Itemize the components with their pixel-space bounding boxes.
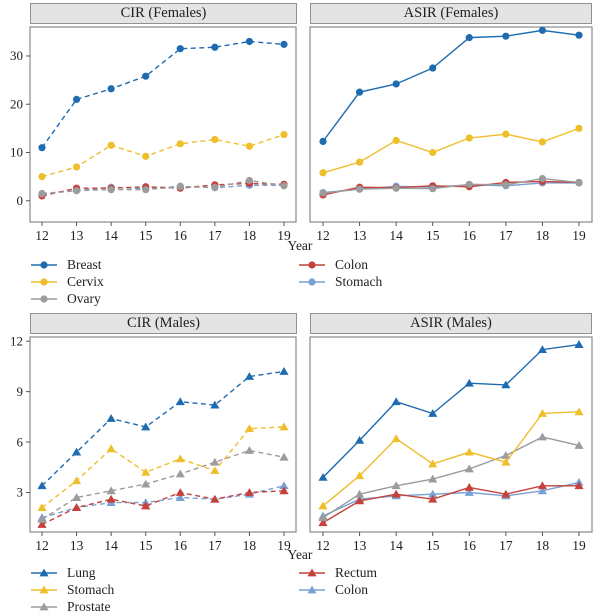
svg-text:12: 12 <box>316 538 330 553</box>
svg-text:12: 12 <box>35 228 49 243</box>
legend-item-breast: Breast <box>30 256 104 273</box>
svg-text:18: 18 <box>536 538 550 553</box>
svg-text:18: 18 <box>243 538 257 553</box>
svg-text:14: 14 <box>104 538 118 553</box>
legend-item-lung: Lung <box>30 564 114 581</box>
legend-item-stomach: Stomach <box>30 581 114 598</box>
panel-title-asir-males: ASIR (Males) <box>310 313 592 334</box>
legend-label: Lung <box>67 564 96 580</box>
legend-item-colon: Colon <box>298 581 377 598</box>
svg-text:19: 19 <box>277 538 291 553</box>
svg-text:9: 9 <box>17 384 24 399</box>
svg-text:15: 15 <box>139 228 153 243</box>
panel-title-cir-females: CIR (Females) <box>30 3 297 24</box>
legend-item-prostate: Prostate <box>30 598 114 615</box>
svg-text:16: 16 <box>174 228 188 243</box>
legend-item-cervix: Cervix <box>30 273 104 290</box>
legend-label: Ovary <box>67 290 101 306</box>
svg-text:17: 17 <box>499 538 513 553</box>
svg-text:17: 17 <box>208 538 222 553</box>
legend-column: Lung Stomach Prostate <box>30 564 114 615</box>
svg-text:15: 15 <box>139 538 153 553</box>
chart-cir-males: 3 6 9 12 12 13 14 15 16 17 18 19 <box>10 333 297 553</box>
svg-text:14: 14 <box>389 228 403 243</box>
svg-text:20: 20 <box>10 96 23 111</box>
circle-legend-marker-icon <box>31 277 57 286</box>
legend-label: Colon <box>335 256 369 272</box>
legend-item-rectum: Rectum <box>298 564 377 581</box>
svg-text:13: 13 <box>70 228 84 243</box>
svg-text:15: 15 <box>426 538 440 553</box>
triangle-legend-marker-icon <box>31 585 57 593</box>
triangle-legend-marker-icon <box>299 585 325 593</box>
panel-title-asir-females: ASIR (Females) <box>310 3 592 24</box>
svg-text:19: 19 <box>572 228 586 243</box>
svg-text:10: 10 <box>10 145 23 160</box>
svg-text:0: 0 <box>17 193 24 208</box>
triangle-legend-marker-icon <box>31 602 57 610</box>
svg-text:14: 14 <box>104 228 118 243</box>
svg-text:3: 3 <box>17 485 24 500</box>
circle-legend-marker-icon <box>299 277 325 286</box>
circle-legend-marker-icon <box>31 294 57 303</box>
legend-column: Breast Cervix Ovary <box>30 256 104 307</box>
svg-text:17: 17 <box>499 228 513 243</box>
svg-text:13: 13 <box>353 228 367 243</box>
svg-text:16: 16 <box>174 538 188 553</box>
circle-legend-marker-icon <box>299 260 325 269</box>
legend-column: Rectum Colon <box>298 564 377 598</box>
legend-label: Prostate <box>67 598 111 614</box>
svg-text:17: 17 <box>208 228 222 243</box>
legend-item-stomach: Stomach <box>298 273 382 290</box>
triangle-legend-marker-icon <box>299 568 325 576</box>
svg-text:16: 16 <box>463 538 477 553</box>
svg-text:13: 13 <box>70 538 84 553</box>
svg-text:15: 15 <box>426 228 440 243</box>
legend-label: Breast <box>67 256 102 272</box>
legend-label: Cervix <box>67 273 104 289</box>
legend-label: Stomach <box>335 273 383 289</box>
legend-column: Colon Stomach <box>298 256 382 290</box>
svg-text:13: 13 <box>353 538 367 553</box>
legend-label: Stomach <box>67 581 115 597</box>
svg-text:18: 18 <box>536 228 550 243</box>
x-axis-label-top: Year <box>287 238 313 253</box>
x-axis-label-bottom: Year <box>287 547 313 562</box>
svg-text:19: 19 <box>277 228 291 243</box>
chart-cir-females: 0 10 20 30 12 13 14 15 16 17 18 19 <box>10 26 297 243</box>
legend-item-colon: Colon <box>298 256 382 273</box>
svg-text:30: 30 <box>10 48 23 63</box>
svg-text:16: 16 <box>463 228 477 243</box>
chart-asir-males: 12 13 14 15 16 17 18 19 <box>309 336 593 553</box>
svg-text:12: 12 <box>10 333 23 348</box>
triangle-legend-marker-icon <box>31 568 57 576</box>
svg-text:19: 19 <box>572 538 586 553</box>
svg-text:12: 12 <box>35 538 49 553</box>
svg-text:14: 14 <box>389 538 403 553</box>
svg-text:18: 18 <box>243 228 257 243</box>
circle-legend-marker-icon <box>31 260 57 269</box>
legend-label: Rectum <box>335 564 377 580</box>
svg-text:6: 6 <box>17 434 24 449</box>
legend-label: Colon <box>335 581 369 597</box>
svg-text:12: 12 <box>316 228 330 243</box>
panel-title-cir-males: CIR (Males) <box>30 313 297 334</box>
legend-item-ovary: Ovary <box>30 290 104 307</box>
chart-asir-females: 12 13 14 15 16 17 18 19 <box>309 26 593 243</box>
